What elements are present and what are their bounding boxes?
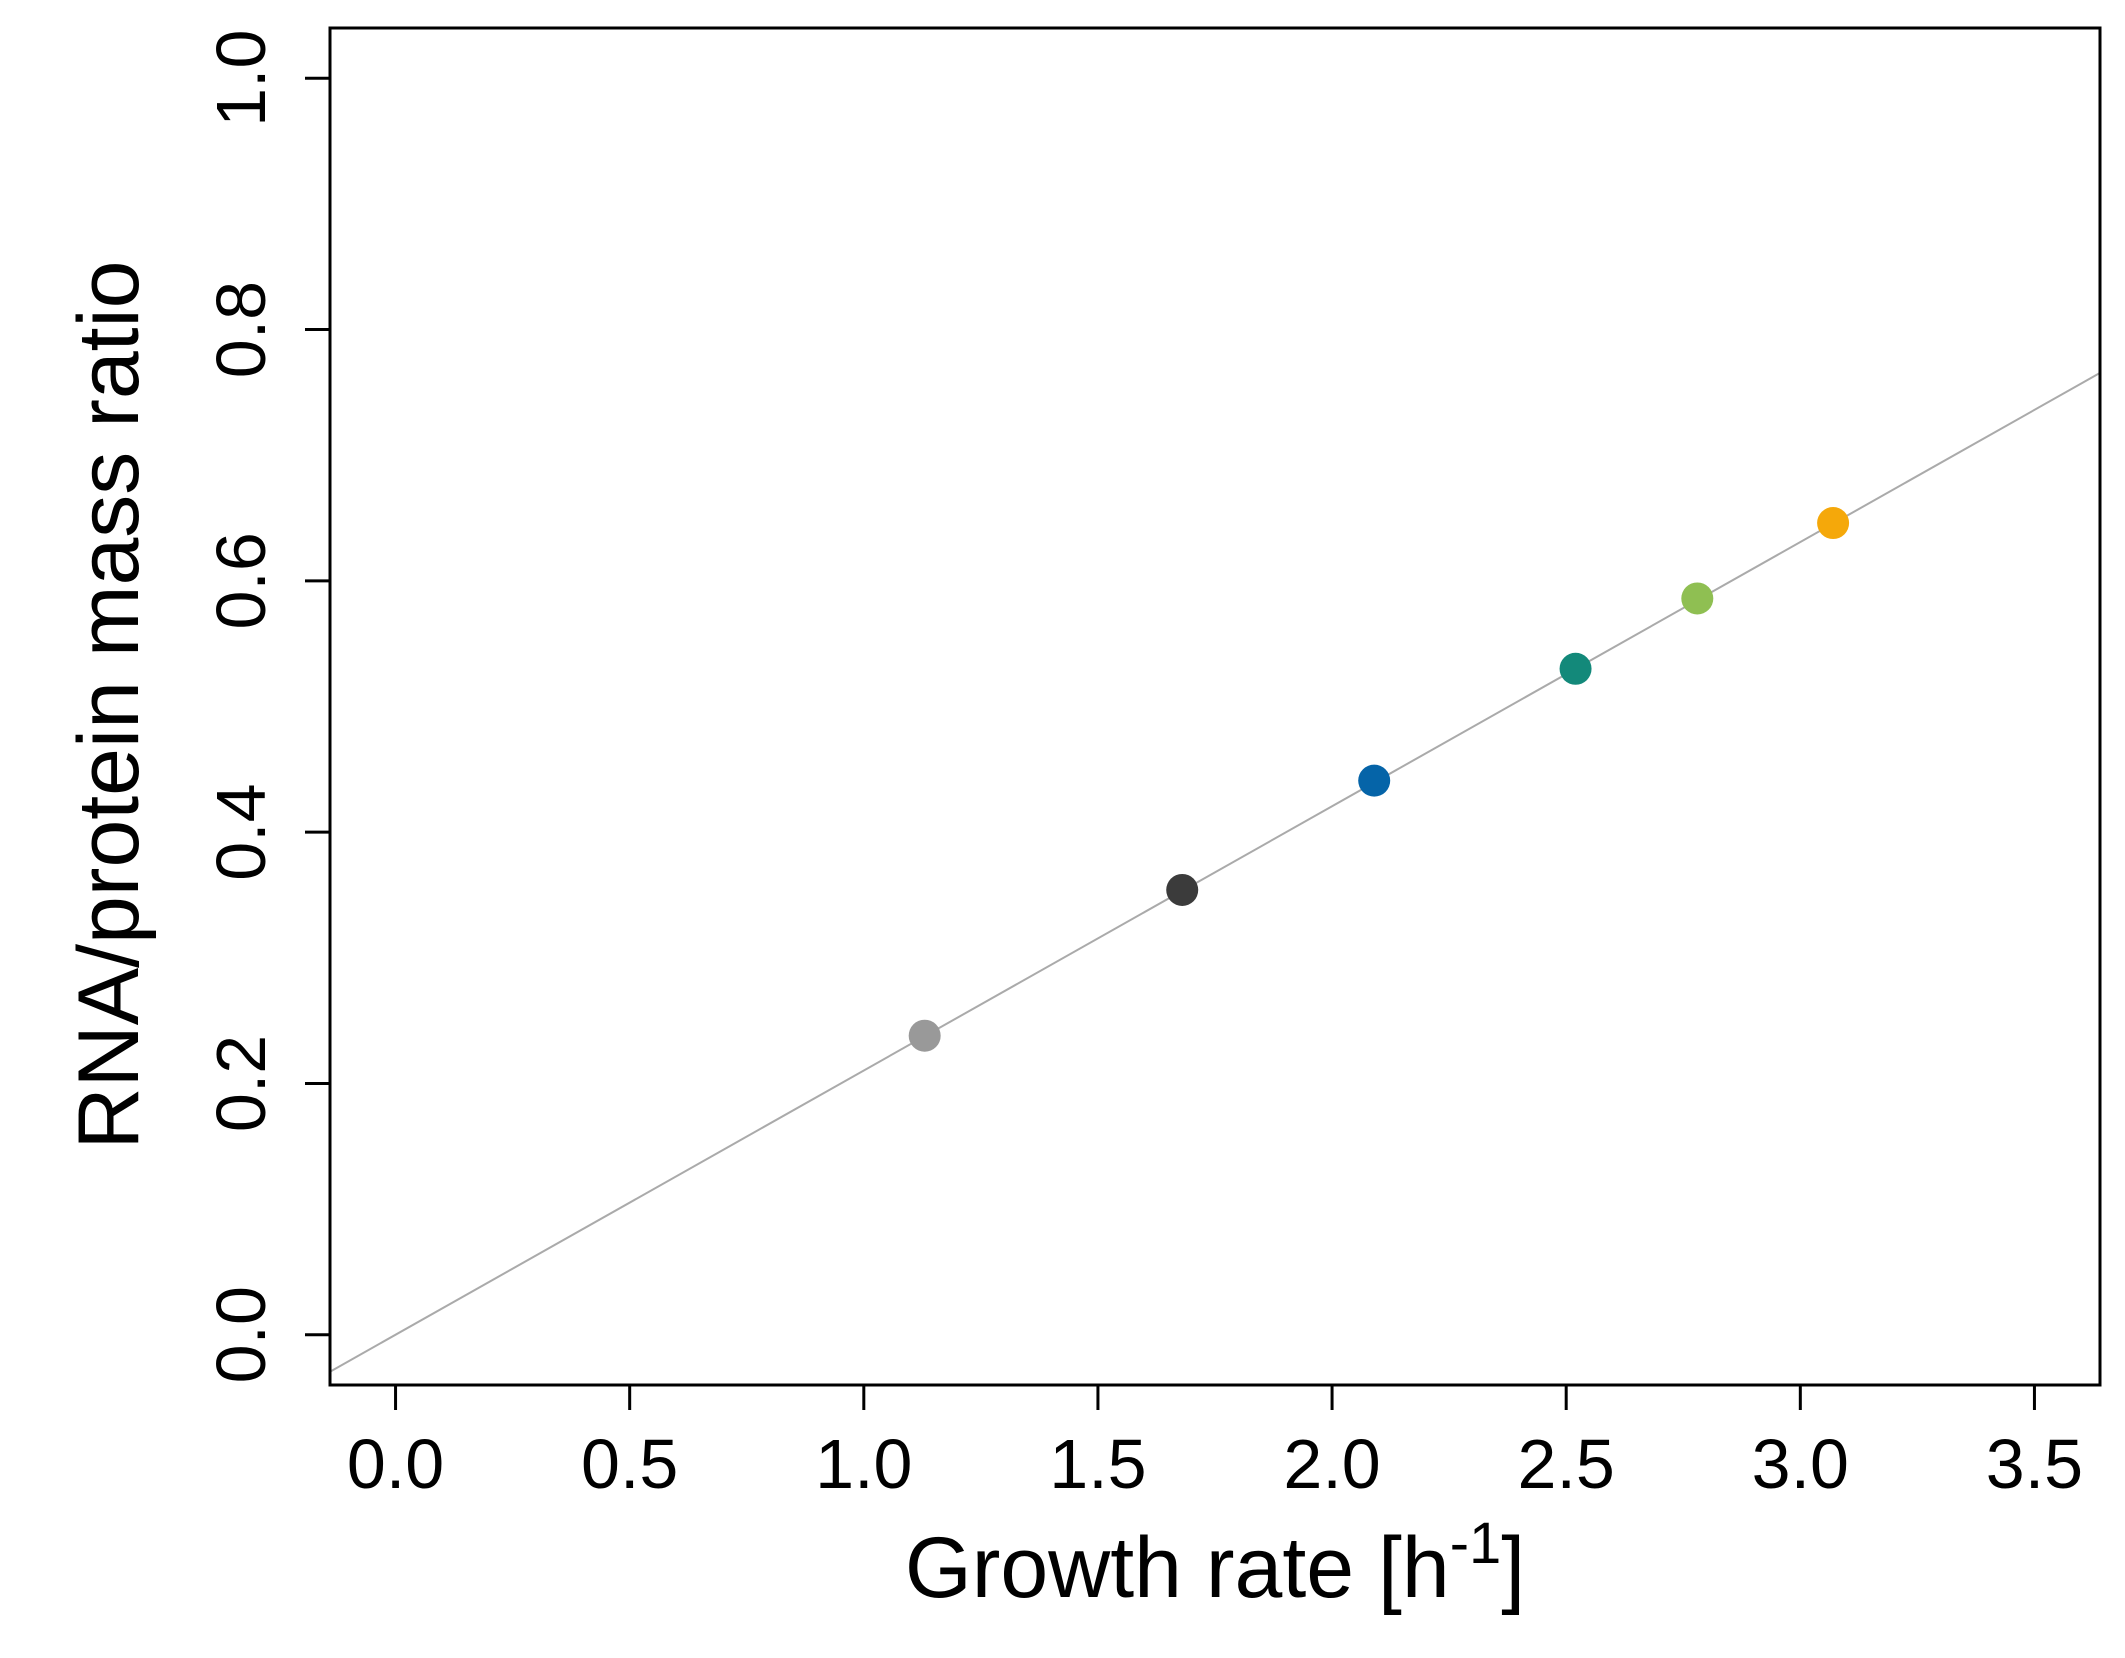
x-tick-label-0: 0.0 (347, 1425, 444, 1503)
y-tick-label-5: 1.0 (202, 30, 280, 127)
x-tick-label-3: 1.5 (1049, 1425, 1146, 1503)
x-axis-label: Growth rate [h-1] (905, 1511, 1525, 1616)
x-tick-label-7: 3.5 (1986, 1425, 2083, 1503)
x-tick-label-5: 2.5 (1518, 1425, 1615, 1503)
data-point-1 (908, 1019, 941, 1052)
x-tick-label-4: 2.0 (1283, 1425, 1380, 1503)
x-tick-label-2: 1.0 (815, 1425, 912, 1503)
x-tick-label-6: 3.0 (1752, 1425, 1849, 1503)
x-axis: 0.0 0.5 1.0 1.5 2.0 2.5 3.0 3.5 (347, 1385, 2083, 1503)
y-axis-label: RNA/protein mass ratio (61, 261, 157, 1150)
data-point-3 (1358, 764, 1391, 797)
fit-line (329, 372, 2101, 1373)
plot-frame (328, 26, 2102, 1387)
x-tick-label-1: 0.5 (581, 1425, 678, 1503)
y-tick-label-1: 0.2 (202, 1035, 280, 1132)
data-point-5 (1681, 582, 1714, 615)
y-axis: 0.0 0.2 0.4 0.6 0.8 1.0 (202, 30, 330, 1383)
data-point-2 (1166, 873, 1199, 906)
y-tick-label-0: 0.0 (202, 1286, 280, 1383)
y-tick-label-2: 0.4 (202, 783, 280, 880)
data-point-6 (1817, 507, 1850, 540)
y-tick-label-4: 0.8 (202, 281, 280, 378)
data-point-4 (1559, 652, 1592, 685)
y-tick-label-3: 0.6 (202, 532, 280, 629)
